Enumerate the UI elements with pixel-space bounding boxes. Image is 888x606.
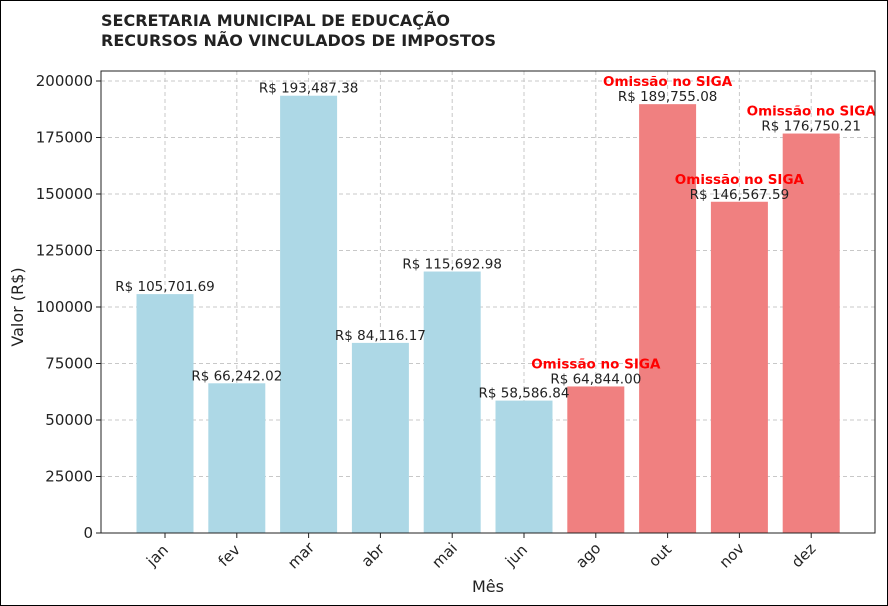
x-tick-label-mai: mai <box>428 539 461 572</box>
y-tick-label: 75000 <box>45 355 93 373</box>
bar-jan <box>136 294 194 533</box>
data-label-fev: R$ 66,242.02 <box>191 368 282 384</box>
annotation-nov: Omissão no SIGA <box>675 172 805 188</box>
data-label-nov: R$ 146,567.59 <box>690 187 790 203</box>
data-label-jun: R$ 58,586.84 <box>479 386 570 402</box>
annotation-ago: Omissão no SIGA <box>531 356 661 372</box>
annotation-out: Omissão no SIGA <box>603 74 733 90</box>
chart-title-line-2: RECURSOS NÃO VINCULADOS DE IMPOSTOS <box>101 31 496 50</box>
x-tick-label-nov: nov <box>716 539 748 571</box>
x-tick-label-jun: jun <box>501 541 531 571</box>
data-label-jan: R$ 105,701.69 <box>115 279 215 295</box>
y-tick-label: 200000 <box>36 72 93 90</box>
bar-ago <box>567 386 625 533</box>
bar-abr <box>351 342 409 533</box>
y-tick-label: 50000 <box>45 411 93 429</box>
x-tick-label-fev: fev <box>215 541 244 570</box>
data-label-out: R$ 189,755.08 <box>618 89 718 105</box>
data-labels: R$ 105,701.69 R$ 66,242.02 R$ 193,487.38 R$… <box>115 74 876 401</box>
x-tick-label-mar: mar <box>284 538 319 573</box>
y-tick-label: 25000 <box>45 468 93 486</box>
data-label-dez: R$ 176,750.21 <box>761 119 861 135</box>
y-axis-label: Valor (R$) <box>8 267 27 346</box>
x-tick-label-out: out <box>645 540 675 570</box>
bar-fev <box>208 383 266 533</box>
bar-mar <box>280 95 338 534</box>
x-tick-label-dez: dez <box>788 540 820 572</box>
bar-out <box>639 104 697 534</box>
y-tick-label: 0 <box>83 524 93 542</box>
x-tick-label-abr: abr <box>358 540 389 571</box>
bar-jun <box>495 400 553 533</box>
annotation-dez: Omissão no SIGA <box>747 104 877 120</box>
chart-title-line-1: SECRETARIA MUNICIPAL DE EDUCAÇÃO <box>101 11 450 30</box>
bar-nov <box>710 201 768 533</box>
y-tick-label: 175000 <box>36 129 93 147</box>
bars <box>136 95 840 534</box>
x-tick-label-jan: jan <box>142 541 172 571</box>
data-label-mar: R$ 193,487.38 <box>259 81 359 97</box>
data-label-mai: R$ 115,692.98 <box>402 257 502 273</box>
bar-dez <box>782 133 840 533</box>
data-label-abr: R$ 84,116.17 <box>335 328 426 344</box>
plot-border <box>100 70 876 534</box>
bar-mai <box>423 271 481 533</box>
y-tick-label: 125000 <box>36 242 93 260</box>
y-tick-label: 150000 <box>36 185 93 203</box>
x-axis-label: Mês <box>472 577 504 596</box>
x-tick-label-ago: ago <box>572 539 604 571</box>
data-label-ago: R$ 64,844.00 <box>550 371 641 387</box>
y-tick-label: 100000 <box>36 298 93 316</box>
